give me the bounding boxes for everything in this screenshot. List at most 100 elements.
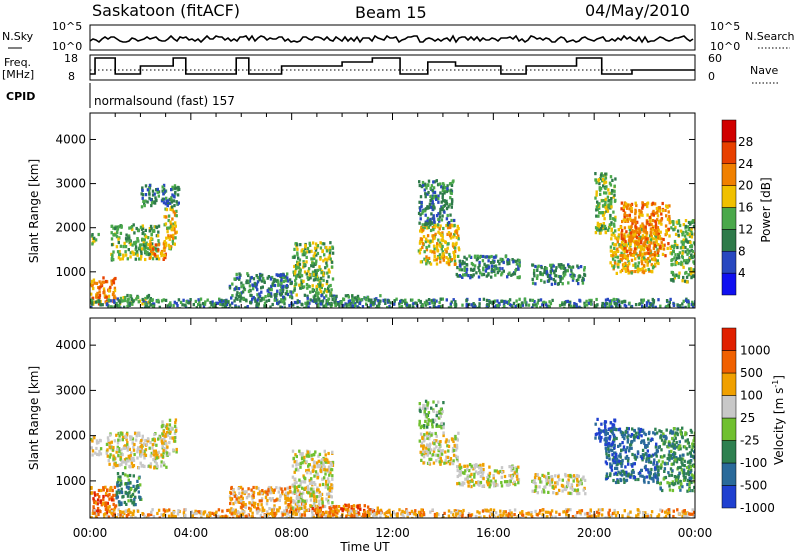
echo-cell [622,266,625,270]
echo-cell [111,293,115,297]
echo-cell [508,298,512,302]
echo-cell [296,305,299,308]
echo-cell [652,209,655,213]
echo-cell [121,460,124,464]
echo-cell [318,287,322,291]
echo-cell [654,223,658,227]
echo-cell [467,480,470,484]
echo-cell [486,264,489,268]
echo-cell [656,461,659,465]
echo-cell [100,503,103,507]
echo-cell [102,287,106,291]
echo-cell [447,262,450,266]
echo-cell [561,478,564,482]
echo-cell [316,476,319,480]
echo-cell [307,276,311,281]
echo-cell [616,240,619,244]
echo-cell [673,274,676,278]
echo-cell [331,297,334,302]
echo-cell [431,207,434,212]
echo-cell [295,480,298,484]
echo-cell [314,482,317,487]
echo-cell [165,199,168,203]
echo-cell [112,281,116,285]
echo-cell [137,257,141,261]
echo-cell [130,459,133,463]
echo-cell [686,259,689,263]
echo-cell [456,465,459,469]
echo-cell [488,465,491,469]
echo-cell [674,225,677,229]
echo-cell [299,243,302,247]
echo-cell [312,278,316,282]
echo-cell [170,235,173,239]
echo-cell [95,441,99,445]
echo-cell [679,229,683,233]
echo-cell [282,279,286,284]
echo-cell [148,196,151,200]
echo-cell [162,187,166,191]
echo-cell [135,297,138,301]
echo-cell [572,276,575,280]
echo-cell [514,269,517,273]
echo-cell [229,491,233,495]
echo-cell [463,255,466,259]
echo-cell [648,215,651,219]
echo-cell [122,245,125,249]
echo-cell [651,297,654,302]
echo-cell [160,439,163,443]
echo-cell [626,257,629,261]
echo-cell [95,281,98,285]
echo-cell [629,231,633,235]
echo-cell [648,305,651,308]
echo-cell [174,418,178,422]
echo-cell [98,296,101,300]
echo-cell [116,481,119,485]
echo-cell [106,488,109,492]
echo-cell [436,256,440,260]
echo-cell [231,301,234,305]
echo-cell [329,494,332,498]
echo-cell [639,470,642,474]
echo-cell [244,298,248,302]
echo-cell [246,305,249,308]
echo-cell [294,468,298,472]
echo-cell [260,499,263,503]
echo-cell [425,248,429,252]
echo-cell [131,250,134,254]
echo-cell [113,512,116,516]
echo-cell [286,505,290,509]
echo-cell [297,468,300,472]
echo-cell [297,500,300,504]
echo-cell [637,237,641,241]
echo-cell [157,194,160,198]
echo-cell [327,460,330,464]
echo-cell [293,255,296,259]
echo-cell [149,441,152,445]
echo-cell [418,180,421,184]
echo-cell [152,251,155,255]
echo-cell [578,298,581,302]
echo-cell [473,472,476,476]
echo-cell [265,490,268,494]
echo-cell [614,302,617,306]
echo-cell [278,506,281,510]
echo-cell [406,305,409,308]
echo-cell [548,483,552,487]
colorbar-tick-label: 20 [738,179,753,193]
echo-cell [429,186,432,190]
echo-cell [427,411,431,415]
echo-cell [564,269,567,273]
echo-cell [498,266,501,270]
echo-cell [310,489,313,493]
echo-cell [683,279,687,283]
echo-cell [668,214,671,219]
echo-cell [501,267,504,271]
echo-cell [357,511,360,515]
echo-cell [279,273,282,277]
echo-cell [674,262,677,267]
echo-cell [601,429,604,433]
echo-cell [113,286,117,290]
echo-cell [357,306,360,308]
echo-cell [269,486,273,490]
